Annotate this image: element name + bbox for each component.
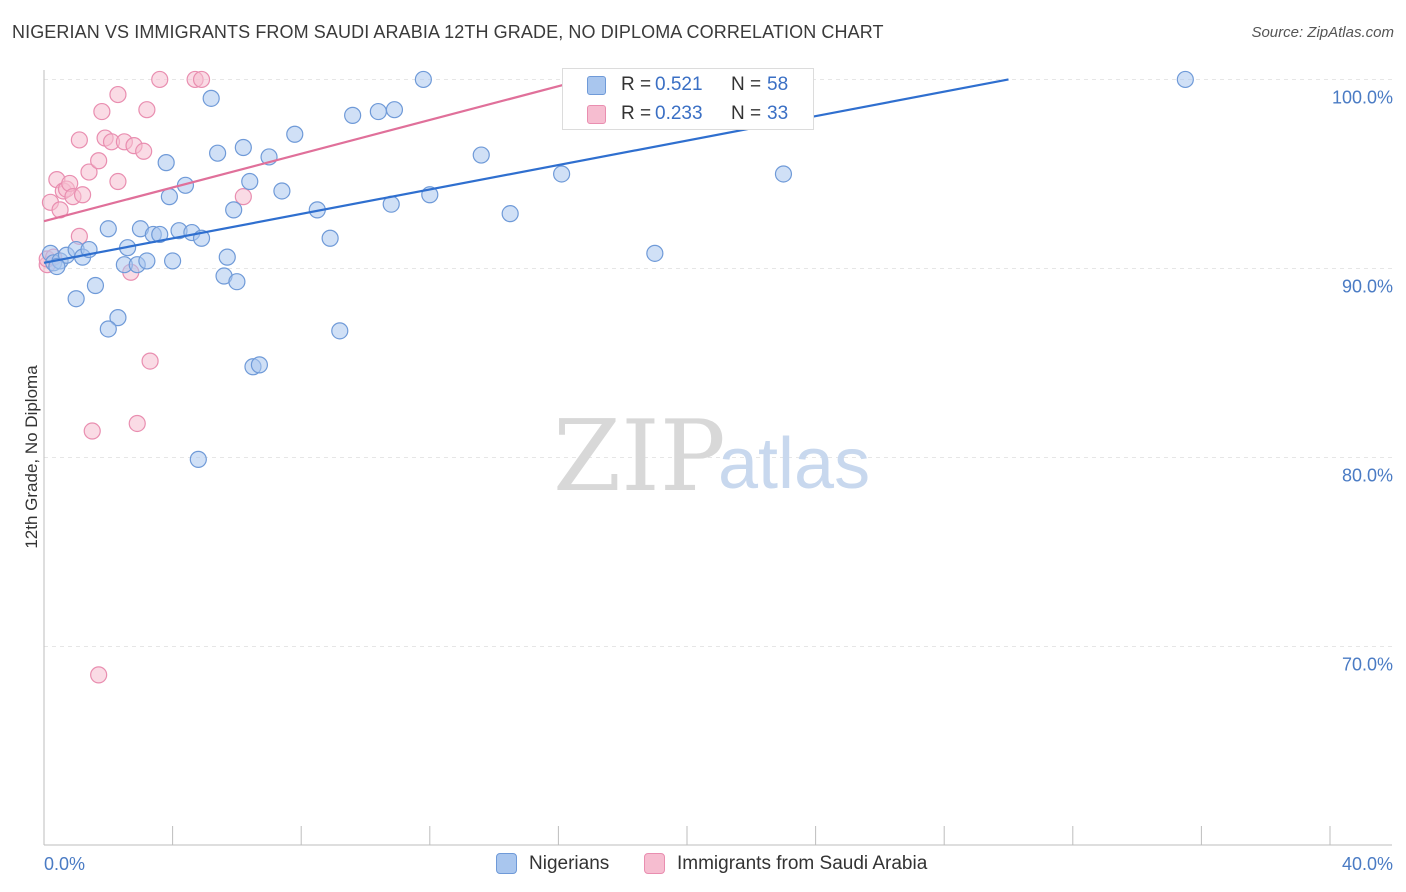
- data-point-nigerian: [86, 276, 105, 295]
- data-point-nigerian: [234, 138, 252, 157]
- data-point-saudi: [93, 102, 111, 121]
- data-point-nigerian: [157, 154, 175, 172]
- watermark-zip: ZIP: [553, 400, 726, 514]
- data-point-saudi: [90, 666, 108, 684]
- data-point-saudi: [234, 188, 252, 206]
- y-tick-label: 90.0%: [1342, 276, 1393, 296]
- data-point-saudi: [192, 70, 211, 89]
- data-point-nigerian: [1176, 70, 1194, 89]
- y-tick-label: 100.0%: [1332, 87, 1393, 107]
- legend-swatch-pink: [587, 105, 606, 124]
- y-tick-labels: 70.0% 80.0% 90.0% 100.0%: [1332, 87, 1393, 674]
- trend-line-saudi: [43, 78, 585, 223]
- legend-r-value: 0.233: [655, 103, 703, 124]
- data-point-nigerian: [250, 356, 269, 374]
- legend-r-label: R =: [621, 74, 652, 95]
- correlation-legend: R = 0.521 N = 58 R = 0.233 N = 33: [562, 68, 814, 130]
- x-tick-label: 0.0%: [44, 854, 85, 874]
- series-saudi-points: [38, 70, 252, 684]
- data-point-nigerian: [472, 146, 490, 164]
- legend-r-label: R =: [621, 103, 652, 124]
- data-point-nigerian: [273, 182, 291, 200]
- data-point-nigerian: [321, 229, 339, 247]
- data-point-nigerian: [164, 252, 182, 270]
- data-point-nigerian: [646, 244, 664, 262]
- y-axis-label: 12th Grade, No Diploma: [22, 365, 41, 549]
- data-point-nigerian: [202, 89, 220, 107]
- data-point-nigerian: [225, 201, 243, 219]
- y-tick-label: 70.0%: [1342, 655, 1393, 675]
- data-point-nigerian: [160, 188, 178, 206]
- grid: [44, 78, 1392, 648]
- legend-swatch-pink: [644, 853, 665, 874]
- data-point-nigerian: [189, 450, 207, 468]
- data-point-nigerian: [553, 165, 571, 183]
- data-point-saudi: [80, 163, 98, 181]
- data-point-saudi: [90, 152, 108, 170]
- data-point-saudi: [109, 85, 127, 104]
- source-label: Source: ZipAtlas.com: [1251, 24, 1394, 41]
- data-point-nigerian: [385, 101, 404, 119]
- data-point-saudi: [73, 186, 92, 204]
- data-point-saudi: [135, 142, 153, 160]
- trend-line-nigerian: [43, 78, 1009, 264]
- data-point-nigerian: [48, 257, 66, 276]
- trend-lines: [43, 78, 1009, 264]
- legend-swatch-blue: [496, 853, 517, 874]
- data-point-saudi: [141, 352, 159, 370]
- data-point-nigerian: [241, 172, 259, 191]
- legend-n-label: N =: [731, 103, 762, 124]
- x-tick-label: 40.0%: [1342, 854, 1393, 874]
- data-point-nigerian: [209, 144, 227, 162]
- watermark-atlas: atlas: [718, 424, 870, 504]
- x-tick-labels: 0.0% 40.0%: [44, 854, 1393, 874]
- data-point-nigerian: [218, 248, 236, 266]
- data-point-nigerian: [369, 102, 387, 121]
- legend-n-value: 33: [767, 103, 789, 124]
- data-point-nigerian: [501, 205, 519, 223]
- data-point-saudi: [109, 172, 127, 191]
- data-point-nigerian: [286, 125, 304, 143]
- data-point-nigerian: [99, 320, 117, 338]
- data-point-saudi: [70, 131, 88, 149]
- data-point-nigerian: [67, 290, 85, 308]
- data-point-nigerian: [228, 273, 246, 291]
- legend-label: Immigrants from Saudi Arabia: [677, 853, 928, 874]
- data-point-nigerian: [109, 309, 127, 327]
- data-point-saudi: [128, 414, 146, 433]
- legend-n-value: 58: [767, 74, 789, 95]
- data-point-nigerian: [344, 106, 362, 124]
- data-point-saudi: [151, 70, 169, 89]
- legend-r-value: 0.521: [655, 74, 703, 95]
- y-tick-label: 80.0%: [1342, 466, 1393, 486]
- data-point-nigerian: [138, 252, 156, 270]
- legend-label: Nigerians: [529, 853, 610, 874]
- data-point-nigerian: [99, 220, 117, 238]
- data-point-nigerian: [331, 322, 349, 340]
- data-point-nigerian: [414, 70, 432, 89]
- data-point-nigerian: [774, 165, 793, 183]
- axes: [43, 70, 1392, 846]
- data-point-saudi: [83, 422, 101, 440]
- chart-title: NIGERIAN VS IMMIGRANTS FROM SAUDI ARABIA…: [12, 22, 884, 42]
- legend-swatch-blue: [587, 76, 606, 95]
- data-point-nigerian: [151, 225, 169, 244]
- legend-n-label: N =: [731, 74, 762, 95]
- watermark: ZIP atlas: [553, 400, 870, 514]
- data-point-saudi: [138, 101, 156, 119]
